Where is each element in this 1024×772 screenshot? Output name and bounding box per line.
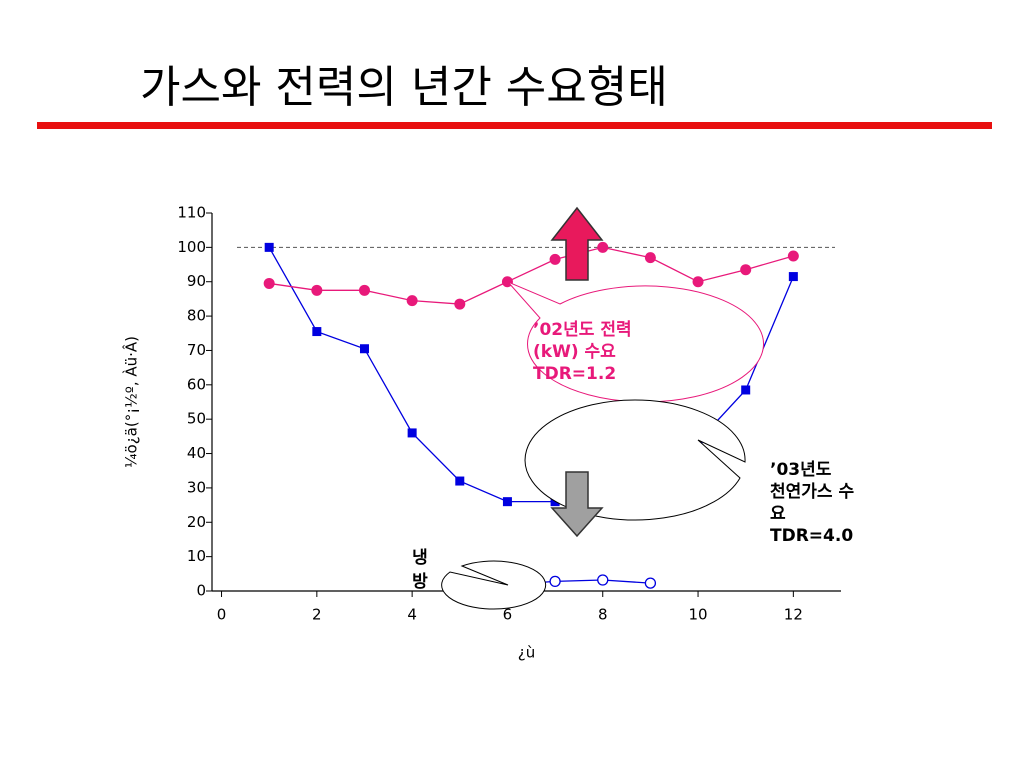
y-tick-label: 90 [187,272,206,290]
point [740,264,752,276]
point [263,277,275,289]
y-tick-label: 50 [187,410,206,428]
y-tick-label: 30 [187,478,206,496]
point [787,250,799,262]
point [644,577,657,589]
point [788,272,798,282]
x-tick-label: 2 [312,606,322,624]
point [264,242,274,252]
point [407,428,417,438]
down-arrow [550,471,604,538]
annotation-line: (kW) 수요 [533,342,616,362]
callout-cooling [441,560,547,610]
y-tick-label: 80 [187,307,206,325]
x-tick-label: 4 [407,606,417,624]
point [741,385,751,395]
annotation-line: TDR=1.2 [533,364,616,384]
callout-power [507,281,764,403]
callout-gas [524,399,746,521]
point [455,476,465,486]
point [644,252,656,264]
annotation-line: 요 [770,504,786,524]
point [692,276,704,288]
point [312,327,322,337]
up-arrow [550,206,604,281]
y-tick-label: 0 [196,582,206,600]
y-tick-label: 100 [177,238,206,256]
x-tick-label: 6 [503,606,513,624]
point [359,344,369,354]
y-tick-label: 110 [177,204,206,222]
point [358,284,370,296]
annotation-line: ’03년도 [770,460,832,480]
point [454,298,466,310]
point [597,574,609,586]
point [406,295,418,307]
y-tick-label: 70 [187,341,206,359]
point [549,253,561,265]
point [502,497,512,507]
annotation-line: 천연가스 수 [770,482,854,502]
y-tick-label: 60 [187,375,206,393]
annotation-line: TDR=4.0 [770,526,853,546]
annotation-line: 방 [412,572,428,592]
x-axis-label: ¿ù [518,644,535,662]
point [597,241,609,253]
annotation-line: 냉 [412,548,428,568]
slide-title: 가스와 전력의 년간 수요형태 [140,62,668,113]
title-rule [37,122,992,129]
series-line [269,246,794,305]
x-tick-label: 12 [784,606,803,624]
y-tick-label: 40 [187,444,206,462]
point [549,575,561,588]
y-axis-label: ¼ö¿ä(°¡½º, Àü·Â) [122,336,141,468]
x-tick-label: 10 [688,606,707,624]
y-tick-label: 20 [187,513,206,531]
point [311,284,323,296]
y-tick-label: 10 [187,547,206,565]
annotation-line: ’02년도 전력 [533,320,632,340]
x-tick-label: 8 [598,606,608,624]
plot: 0 10 20 30 40 50 60 70 80 90 100 110 0 2 4 6 8 10 12 ¿ù ¼ö¿ä… [122,204,841,662]
x-tick-label: 0 [217,606,227,624]
